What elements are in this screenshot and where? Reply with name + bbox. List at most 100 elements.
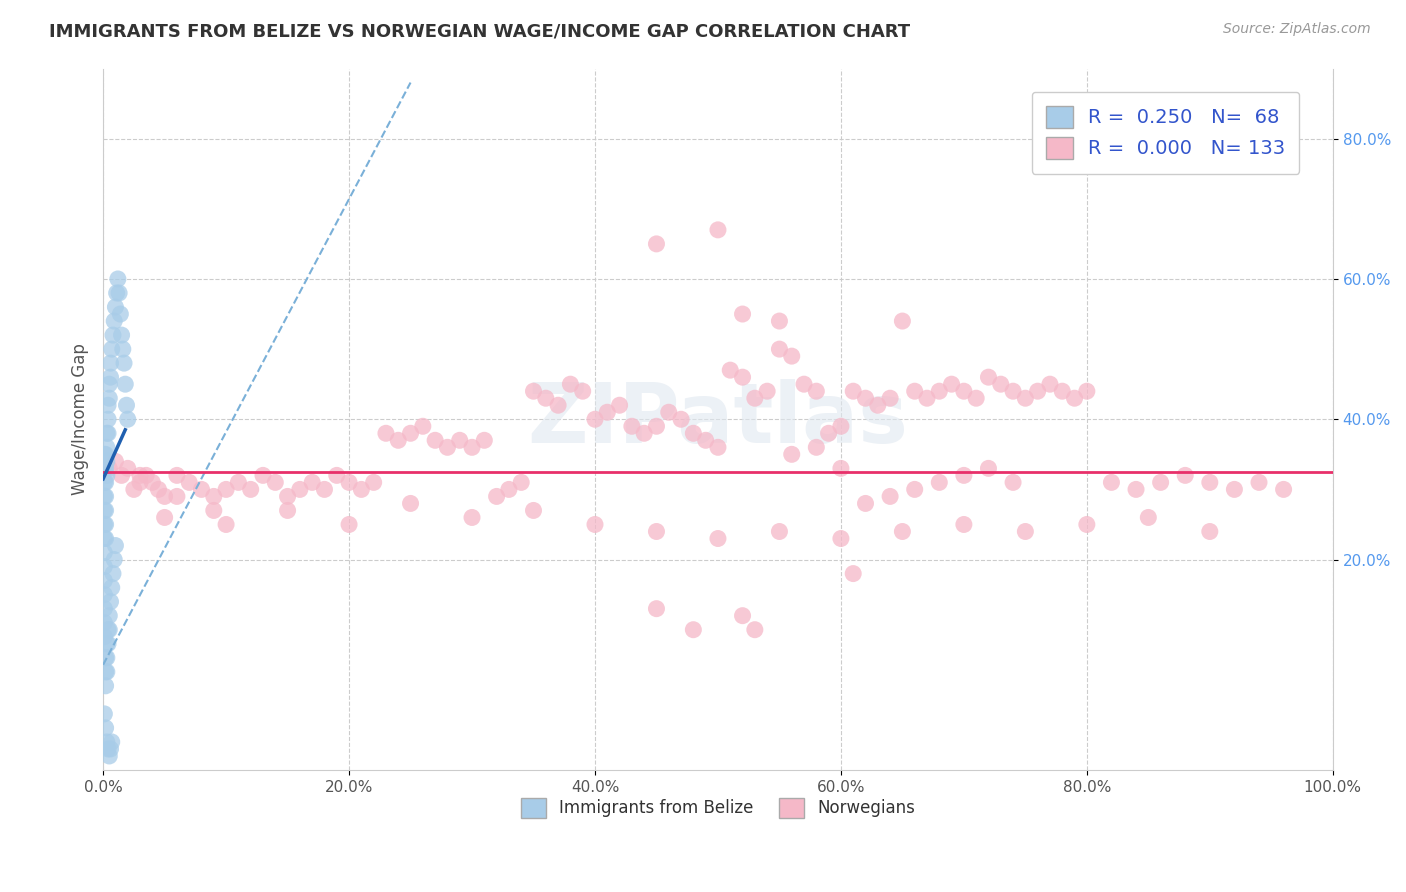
Point	[98, 608, 121, 623]
Point	[547, 398, 569, 412]
Point	[645, 524, 668, 539]
Point	[93, 461, 115, 475]
Point	[768, 342, 790, 356]
Point	[915, 391, 938, 405]
Point	[1014, 524, 1036, 539]
Point	[93, 574, 115, 588]
Point	[645, 419, 668, 434]
Point	[510, 475, 533, 490]
Point	[112, 356, 135, 370]
Point	[522, 503, 544, 517]
Point	[93, 601, 115, 615]
Point	[98, 377, 121, 392]
Point	[1198, 524, 1220, 539]
Point	[94, 461, 117, 475]
Text: ZIPatlas: ZIPatlas	[527, 379, 908, 459]
Point	[94, 503, 117, 517]
Point	[97, 426, 120, 441]
Point	[695, 434, 717, 448]
Y-axis label: Wage/Income Gap: Wage/Income Gap	[72, 343, 89, 495]
Point	[94, 665, 117, 679]
Legend: Immigrants from Belize, Norwegians: Immigrants from Belize, Norwegians	[515, 791, 921, 825]
Point	[560, 377, 582, 392]
Point	[842, 384, 865, 399]
Point	[93, 630, 115, 644]
Point	[534, 391, 557, 405]
Point	[953, 517, 976, 532]
Point	[768, 314, 790, 328]
Point	[97, 398, 120, 412]
Point	[129, 468, 152, 483]
Point	[891, 524, 914, 539]
Point	[100, 735, 122, 749]
Point	[583, 412, 606, 426]
Point	[793, 377, 815, 392]
Point	[879, 490, 901, 504]
Point	[93, 447, 115, 461]
Point	[100, 342, 122, 356]
Point	[111, 342, 134, 356]
Point	[855, 391, 877, 405]
Point	[104, 300, 127, 314]
Point	[93, 517, 115, 532]
Point	[105, 285, 128, 300]
Point	[412, 419, 434, 434]
Point	[94, 517, 117, 532]
Point	[153, 510, 176, 524]
Point	[100, 356, 122, 370]
Point	[965, 391, 987, 405]
Point	[1002, 475, 1025, 490]
Point	[277, 503, 299, 517]
Point	[941, 377, 963, 392]
Point	[830, 461, 852, 475]
Point	[129, 475, 152, 490]
Point	[756, 384, 779, 399]
Point	[363, 475, 385, 490]
Point	[977, 461, 1000, 475]
Point	[107, 272, 129, 286]
Point	[153, 490, 176, 504]
Point	[977, 370, 1000, 384]
Point	[93, 615, 115, 630]
Point	[94, 650, 117, 665]
Point	[326, 468, 349, 483]
Point	[806, 440, 828, 454]
Point	[1076, 517, 1098, 532]
Point	[1174, 468, 1197, 483]
Point	[780, 447, 803, 461]
Point	[731, 307, 754, 321]
Point	[114, 377, 136, 392]
Point	[98, 391, 121, 405]
Text: Source: ZipAtlas.com: Source: ZipAtlas.com	[1223, 22, 1371, 37]
Point	[1052, 384, 1074, 399]
Point	[190, 483, 212, 497]
Point	[866, 398, 889, 412]
Point	[669, 412, 692, 426]
Point	[990, 377, 1012, 392]
Point	[98, 748, 121, 763]
Point	[96, 735, 118, 749]
Point	[953, 468, 976, 483]
Point	[928, 384, 950, 399]
Point	[879, 391, 901, 405]
Point	[96, 468, 118, 483]
Point	[96, 440, 118, 454]
Point	[117, 461, 139, 475]
Point	[215, 517, 238, 532]
Point	[110, 307, 132, 321]
Point	[314, 483, 336, 497]
Point	[179, 475, 201, 490]
Point	[166, 468, 188, 483]
Point	[399, 426, 422, 441]
Point	[707, 532, 730, 546]
Point	[904, 483, 927, 497]
Point	[498, 483, 520, 497]
Point	[277, 490, 299, 504]
Point	[94, 532, 117, 546]
Point	[288, 483, 311, 497]
Point	[423, 434, 446, 448]
Point	[252, 468, 274, 483]
Point	[93, 532, 115, 546]
Point	[461, 440, 484, 454]
Point	[103, 552, 125, 566]
